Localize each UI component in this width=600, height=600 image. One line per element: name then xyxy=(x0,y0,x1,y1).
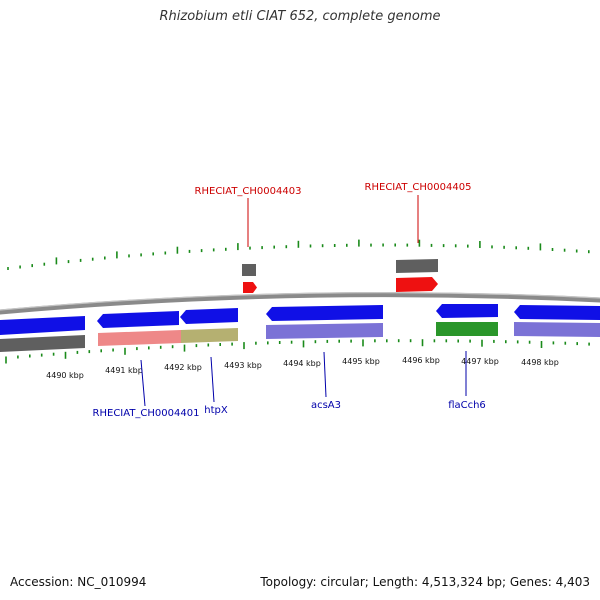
gene-label-rheciat-ch0004403: RHECIAT_CH0004403 xyxy=(195,186,302,197)
upper-features xyxy=(242,259,438,293)
leader-line-rheciat-ch0004401 xyxy=(140,359,146,407)
scale-label: 4492 kbp xyxy=(164,363,202,372)
genome-summary-text: Topology: circular; Length: 4,513,324 bp… xyxy=(260,575,590,589)
rna-feature-red-rheciat-ch0004405 xyxy=(396,277,438,292)
gene-bar-pink-rheciat-ch0004401 xyxy=(98,330,181,346)
gene-bar-green-flacch6 xyxy=(436,322,498,336)
gene-bar-acsa3 xyxy=(266,323,383,339)
gene-bar-gray xyxy=(0,335,85,352)
outer-tick-row xyxy=(7,239,590,270)
cds-row xyxy=(0,304,600,335)
gene-gray-rheciat-ch0004405 xyxy=(396,259,438,273)
gene-row xyxy=(0,322,600,352)
scale-label: 4495 kbp xyxy=(342,357,380,366)
scale-label: 4490 kbp xyxy=(46,371,84,380)
gene-label-acsa3: acsA3 xyxy=(311,400,341,411)
rna-feature-red-small xyxy=(243,282,257,293)
accession-text: Accession: NC_010994 xyxy=(10,575,147,589)
gene-bar-olive-htpx xyxy=(181,328,238,343)
gene-label-rheciat-ch0004405: RHECIAT_CH0004405 xyxy=(365,182,472,193)
map-title: Rhizobium etli CIAT 652, complete genome xyxy=(159,9,441,24)
cds-arrow-right xyxy=(514,305,600,320)
gene-label-flacch6: flaCch6 xyxy=(448,400,486,411)
leader-line-acsa3 xyxy=(323,351,327,398)
bottom-labels: RHECIAT_CH0004401 htpX acsA3 flaCch6 xyxy=(93,351,486,419)
genome-backbone-highlight xyxy=(0,291,600,311)
gene-gray-rheciat-ch0004403 xyxy=(242,264,256,276)
scale-label: 4491 kbp xyxy=(105,366,143,375)
leader-line-htpx xyxy=(210,356,215,403)
scale-labels: 4490 kbp 4491 kbp 4492 kbp 4493 kbp 4494 kbp… xyxy=(46,356,559,380)
genome-backbone-arc xyxy=(0,292,600,315)
cds-arrow-acsa3 xyxy=(266,305,383,321)
gene-bar-right xyxy=(514,322,600,337)
gene-label-rheciat-ch0004401: RHECIAT_CH0004401 xyxy=(93,408,200,419)
scale-label: 4496 kbp xyxy=(402,356,440,365)
cds-arrow-1 xyxy=(0,316,85,335)
scale-label: 4493 kbp xyxy=(224,361,262,370)
scale-label: 4498 kbp xyxy=(521,358,559,367)
cds-arrow-flacch6 xyxy=(436,304,498,318)
scale-label: 4497 kbp xyxy=(461,357,499,366)
inner-tick-row xyxy=(5,339,590,364)
cds-arrow-2 xyxy=(97,311,179,328)
top-labels: RHECIAT_CH0004403 RHECIAT_CH0004405 xyxy=(195,182,472,247)
gene-label-htpx: htpX xyxy=(204,405,228,416)
scale-label: 4494 kbp xyxy=(283,359,321,368)
cds-arrow-htpx xyxy=(180,308,238,324)
